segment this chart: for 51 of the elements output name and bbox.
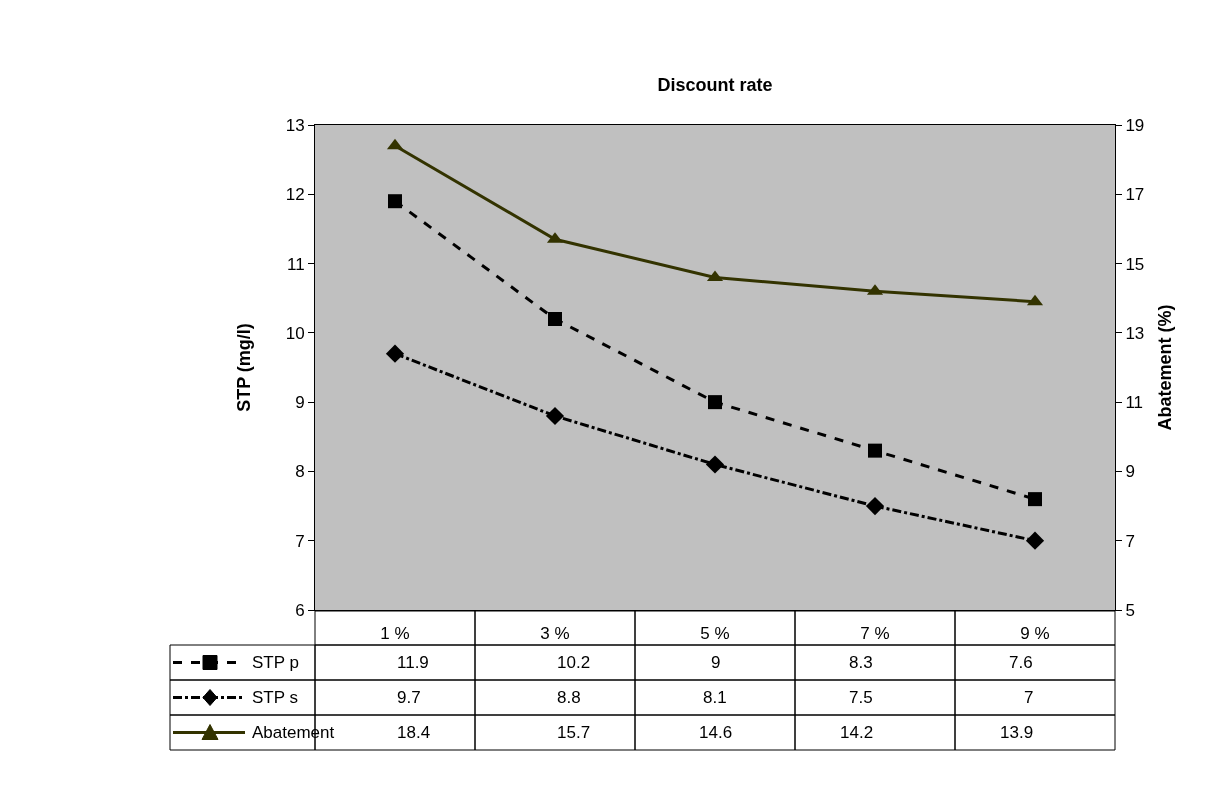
y2-tick-label: 17	[1125, 185, 1145, 205]
legend-label: STP p	[252, 653, 299, 672]
data-label: 7	[1024, 688, 1034, 707]
data-label: 14.2	[840, 723, 874, 742]
y-tick-label: 13	[285, 115, 305, 135]
y2-tick-label: 19	[1125, 115, 1145, 135]
point	[545, 406, 565, 426]
x-tick-label: 5 %	[700, 624, 730, 644]
y-tick-label: 9	[295, 393, 305, 413]
data-label: 11.9	[397, 653, 429, 672]
y-tick-label: 6	[295, 600, 305, 620]
point	[705, 455, 725, 474]
y2-tick-label: 9	[1125, 462, 1135, 482]
point	[388, 194, 402, 209]
data-label: 14.6	[699, 723, 733, 742]
point	[868, 443, 882, 458]
data-label: 7.6	[1009, 653, 1033, 672]
data-label: 9.7	[397, 688, 421, 707]
data-label: 9	[711, 653, 721, 672]
y-tick-label: 8	[295, 462, 305, 482]
y2-tick-label: 7	[1125, 531, 1135, 551]
y2-axis-title: Abatement (%)	[1155, 304, 1176, 431]
data-label: 7.5	[849, 688, 873, 707]
data-label: 13.9	[1000, 723, 1034, 742]
chart-title: Discount rate	[657, 75, 773, 96]
data-label: 10.2	[557, 653, 591, 672]
y-tick-label: 7	[295, 531, 305, 551]
data-label: 18.4	[397, 723, 431, 742]
x-tick-label: 1 %	[380, 624, 410, 644]
y2-tick-label: 13	[1125, 323, 1145, 343]
y2-tick-label: 15	[1125, 254, 1145, 274]
point	[548, 312, 562, 326]
x-tick-label: 7 %	[860, 624, 890, 644]
data-label: 8.1	[703, 688, 727, 707]
x-tick-label: 9 %	[1020, 624, 1050, 644]
y2-tick-label: 11	[1125, 393, 1144, 413]
data-label: 8.8	[557, 688, 581, 707]
point	[708, 395, 722, 410]
y-tick-label: 10	[285, 323, 305, 343]
data-label: 15.7	[557, 723, 591, 742]
y-tick-label: 11	[286, 254, 305, 274]
point	[865, 496, 885, 516]
point	[1025, 531, 1045, 550]
x-tick-label: 3 %	[540, 624, 570, 644]
point	[385, 344, 405, 363]
data-label: 8.3	[849, 653, 873, 672]
point	[1028, 492, 1042, 507]
y-tick-label: 12	[285, 185, 305, 205]
y-axis-title: STP (mg/l)	[233, 323, 254, 412]
legend-label: STP s	[252, 688, 298, 707]
y2-tick-label: 5	[1125, 600, 1135, 620]
